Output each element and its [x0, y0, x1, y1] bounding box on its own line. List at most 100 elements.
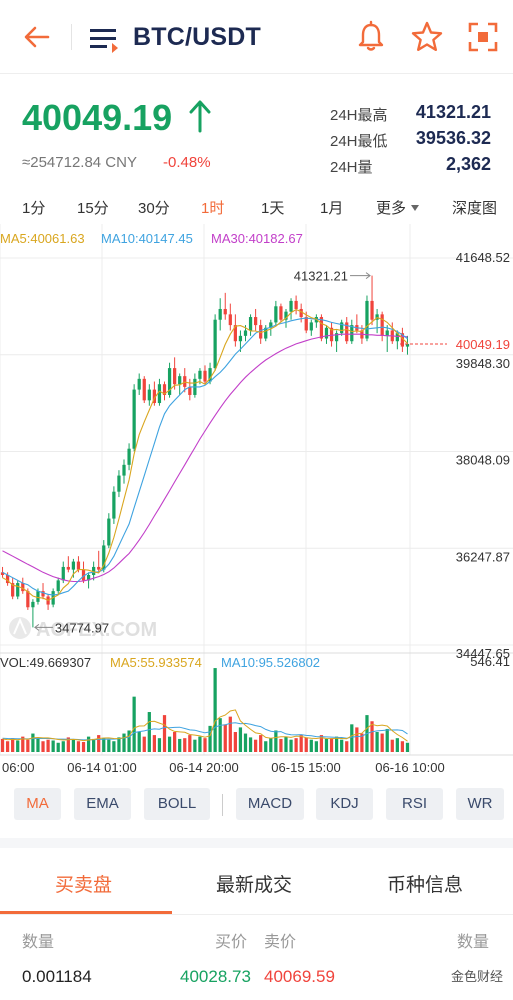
- kline-chart[interactable]: AOFEX.COM 41648.52 39848.30 38048.09 36247.…: [0, 224, 513, 776]
- candle-body: [304, 317, 308, 331]
- candle-body: [66, 566, 70, 570]
- pair-title[interactable]: BTC/USDT: [133, 23, 261, 51]
- volume-bar: [41, 741, 45, 752]
- volume-bar: [385, 728, 389, 752]
- ob-first-qty[interactable]: 0.001184: [22, 967, 92, 986]
- volume-bar: [117, 737, 121, 752]
- volume-bar: [228, 716, 232, 752]
- menu-list-icon[interactable]: [88, 24, 120, 54]
- candle-body: [395, 333, 399, 342]
- volume-bar: [107, 739, 111, 752]
- volume-bar: [127, 730, 131, 752]
- fullscreen-icon[interactable]: [466, 20, 500, 54]
- price-tick-label: 38048.09: [456, 453, 510, 468]
- volume-bar: [46, 739, 50, 752]
- volume-bar: [86, 736, 91, 752]
- volume-bar: [147, 712, 151, 752]
- volume-bar: [56, 742, 60, 752]
- candle-body: [228, 314, 232, 326]
- ind-wr[interactable]: WR: [456, 788, 504, 820]
- volume-bar: [390, 739, 394, 752]
- tab-coin-info[interactable]: 币种信息: [387, 875, 464, 896]
- volume-bar: [223, 724, 227, 752]
- tf-more[interactable]: 更多: [376, 197, 420, 218]
- candle-body: [167, 368, 172, 395]
- volume-bar: [314, 741, 318, 752]
- volume-bar: [61, 741, 65, 752]
- candle-body: [223, 308, 227, 315]
- ind-rsi[interactable]: RSI: [386, 788, 443, 820]
- last-price: 40049.19: [22, 97, 173, 138]
- candle-body: [334, 333, 339, 342]
- high-value: 41321.21: [415, 102, 491, 122]
- vol-ma10-legend: MA10:95.526802: [221, 655, 321, 670]
- back-arrow-icon[interactable]: [22, 22, 52, 52]
- tf-15m[interactable]: 15分: [77, 200, 109, 217]
- tf-30m[interactable]: 30分: [138, 200, 170, 217]
- ma5-line: [2, 308, 408, 601]
- max-min-markers: 41321.21 34774.97: [34, 269, 371, 635]
- candle-body: [324, 327, 329, 339]
- high-label: 24H最高: [330, 107, 388, 124]
- volume-bar: [193, 739, 197, 752]
- volume-bar: [162, 715, 167, 752]
- candle-body: [61, 566, 65, 581]
- ma10-line: [2, 317, 408, 596]
- ind-ema[interactable]: EMA: [74, 788, 131, 820]
- candle-body: [5, 575, 10, 584]
- max-marker-arrowhead: [365, 272, 371, 279]
- volume-bars-layer: [0, 668, 410, 752]
- tf-1d[interactable]: 1天: [261, 200, 285, 217]
- volume-bar: [152, 735, 157, 752]
- price-tick-label: 36247.87: [456, 549, 510, 564]
- candle-body: [16, 583, 20, 597]
- volume-bar: [5, 741, 10, 752]
- tab-orderbook[interactable]: 买卖盘: [55, 875, 113, 896]
- candle-body: [370, 300, 374, 320]
- candle-body: [208, 368, 212, 382]
- candle-body: [21, 583, 25, 592]
- candle-body: [284, 311, 288, 320]
- candle-body: [345, 322, 349, 342]
- tf-1mo[interactable]: 1月: [320, 200, 344, 217]
- ind-boll[interactable]: BOLL: [144, 788, 210, 820]
- section-gap: [0, 838, 513, 848]
- volume-bar: [319, 735, 324, 752]
- ind-macd[interactable]: MACD: [236, 788, 304, 820]
- tf-1m[interactable]: 1分: [22, 200, 46, 217]
- volume-bar: [395, 738, 399, 752]
- volume-bar: [324, 738, 329, 752]
- candle-body: [142, 378, 146, 401]
- volume-bar: [233, 732, 237, 752]
- ob-first-bid[interactable]: 40028.73: [180, 967, 251, 986]
- caret-down-icon: [411, 205, 420, 211]
- volume-bar: [132, 696, 136, 752]
- tf-1h[interactable]: 1时: [201, 200, 225, 217]
- volume-bar: [345, 741, 349, 752]
- ind-kdj[interactable]: KDJ: [316, 788, 373, 820]
- bell-icon[interactable]: [354, 20, 388, 54]
- candle-body: [157, 384, 162, 404]
- svg-text:AOFEX.COM: AOFEX.COM: [36, 619, 157, 641]
- chart-grid: [0, 224, 513, 776]
- ind-ma[interactable]: MA: [14, 788, 61, 820]
- max-marker-label: 41321.21: [294, 269, 348, 284]
- volume-bar: [122, 733, 126, 752]
- ob-first-ask[interactable]: 40069.59: [264, 967, 335, 986]
- ob-qty-header: 数量: [22, 934, 55, 951]
- candle-body: [289, 300, 293, 312]
- tf-depth[interactable]: 深度图: [452, 200, 498, 217]
- volume-bar: [248, 737, 253, 752]
- volume-bar: [299, 735, 303, 752]
- tab-divider: [0, 914, 513, 915]
- star-icon[interactable]: [410, 20, 444, 54]
- volume-bar: [208, 725, 212, 752]
- volume-bar: [370, 721, 374, 752]
- candle-body: [11, 583, 15, 597]
- candle-body: [173, 368, 177, 385]
- tab-trades[interactable]: 最新成交: [216, 875, 293, 896]
- candle-body: [137, 378, 141, 390]
- candle-body: [233, 325, 237, 342]
- volume-bar: [81, 742, 86, 752]
- candle-body: [122, 464, 126, 476]
